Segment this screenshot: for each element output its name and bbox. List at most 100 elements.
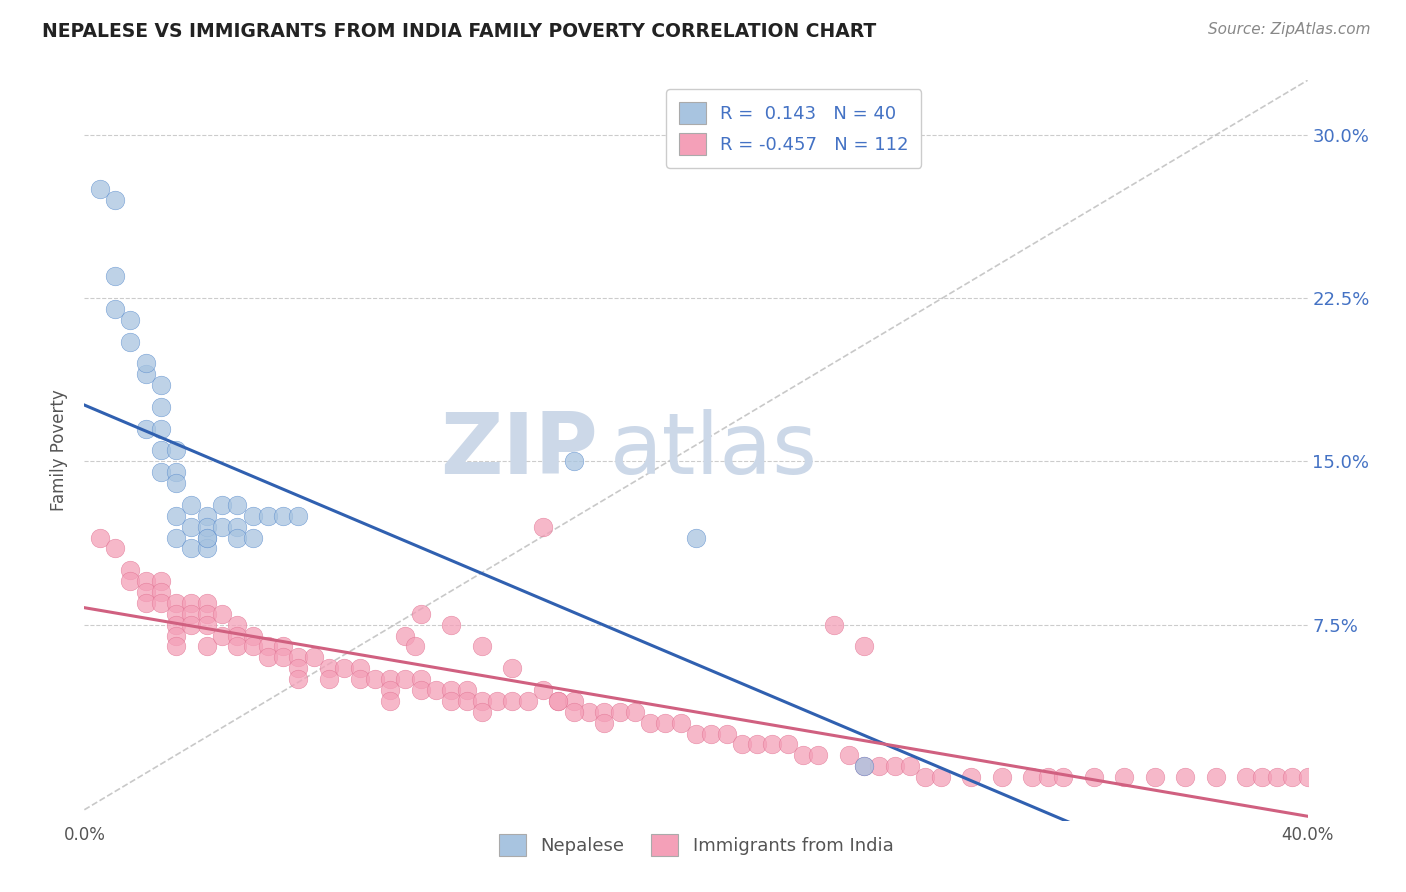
Point xyxy=(271,508,294,523)
Point xyxy=(226,628,249,642)
Point xyxy=(929,770,952,784)
Point xyxy=(226,617,249,632)
Point xyxy=(960,770,983,784)
Point xyxy=(165,640,187,654)
Point xyxy=(792,748,814,763)
Point xyxy=(516,694,538,708)
Point xyxy=(271,640,294,654)
Point xyxy=(242,531,264,545)
Point xyxy=(394,672,416,686)
Point xyxy=(853,640,876,654)
Point xyxy=(242,508,264,523)
Point xyxy=(287,672,309,686)
Point xyxy=(180,617,202,632)
Legend: Nepalese, Immigrants from India: Nepalese, Immigrants from India xyxy=(491,827,901,863)
Point xyxy=(135,596,157,610)
Point xyxy=(242,640,264,654)
Point xyxy=(380,683,402,698)
Point xyxy=(440,617,463,632)
Point xyxy=(226,640,249,654)
Point xyxy=(180,607,202,621)
Point xyxy=(195,640,218,654)
Point xyxy=(761,738,783,752)
Point xyxy=(883,759,905,773)
Y-axis label: Family Poverty: Family Poverty xyxy=(51,390,69,511)
Point xyxy=(135,574,157,588)
Point xyxy=(609,705,631,719)
Point xyxy=(287,650,309,665)
Point xyxy=(135,356,157,370)
Point xyxy=(593,715,616,730)
Point xyxy=(1114,770,1136,784)
Text: atlas: atlas xyxy=(610,409,818,492)
Text: Source: ZipAtlas.com: Source: ZipAtlas.com xyxy=(1208,22,1371,37)
Point xyxy=(638,715,661,730)
Point xyxy=(195,617,218,632)
Point xyxy=(120,574,142,588)
Point xyxy=(226,531,249,545)
Point xyxy=(104,301,127,316)
Text: ZIP: ZIP xyxy=(440,409,598,492)
Point xyxy=(195,531,218,545)
Point xyxy=(425,683,447,698)
Point xyxy=(195,508,218,523)
Point xyxy=(149,443,172,458)
Point xyxy=(165,508,187,523)
Point xyxy=(1296,770,1319,784)
Point xyxy=(257,640,280,654)
Point xyxy=(89,531,111,545)
Point xyxy=(1250,770,1272,784)
Point xyxy=(853,759,876,773)
Point xyxy=(380,672,402,686)
Point xyxy=(180,541,202,556)
Point xyxy=(287,508,309,523)
Point xyxy=(502,661,524,675)
Point xyxy=(180,498,202,512)
Point xyxy=(502,694,524,708)
Point xyxy=(149,465,172,479)
Point xyxy=(1021,770,1043,784)
Point xyxy=(471,694,494,708)
Point xyxy=(1036,770,1059,784)
Point xyxy=(669,715,692,730)
Point xyxy=(991,770,1014,784)
Point xyxy=(165,607,187,621)
Point xyxy=(394,628,416,642)
Point xyxy=(104,269,127,284)
Point xyxy=(731,738,754,752)
Point xyxy=(211,519,233,533)
Point xyxy=(149,400,172,414)
Point xyxy=(593,705,616,719)
Point xyxy=(226,498,249,512)
Point xyxy=(364,672,387,686)
Point xyxy=(349,672,371,686)
Point xyxy=(135,368,157,382)
Point xyxy=(180,519,202,533)
Point xyxy=(165,531,187,545)
Point xyxy=(195,541,218,556)
Point xyxy=(747,738,769,752)
Point xyxy=(257,650,280,665)
Point xyxy=(318,661,340,675)
Point xyxy=(195,607,218,621)
Point xyxy=(165,628,187,642)
Point xyxy=(1052,770,1074,784)
Point xyxy=(1205,770,1227,784)
Point xyxy=(914,770,936,784)
Point xyxy=(302,650,325,665)
Text: NEPALESE VS IMMIGRANTS FROM INDIA FAMILY POVERTY CORRELATION CHART: NEPALESE VS IMMIGRANTS FROM INDIA FAMILY… xyxy=(42,22,876,41)
Point xyxy=(1174,770,1197,784)
Point xyxy=(333,661,356,675)
Point xyxy=(547,694,569,708)
Point xyxy=(165,465,187,479)
Point xyxy=(898,759,921,773)
Point xyxy=(165,443,187,458)
Point xyxy=(776,738,799,752)
Point xyxy=(471,705,494,719)
Point xyxy=(654,715,676,730)
Point xyxy=(869,759,891,773)
Point xyxy=(149,422,172,436)
Point xyxy=(195,596,218,610)
Point xyxy=(700,726,723,740)
Point xyxy=(135,585,157,599)
